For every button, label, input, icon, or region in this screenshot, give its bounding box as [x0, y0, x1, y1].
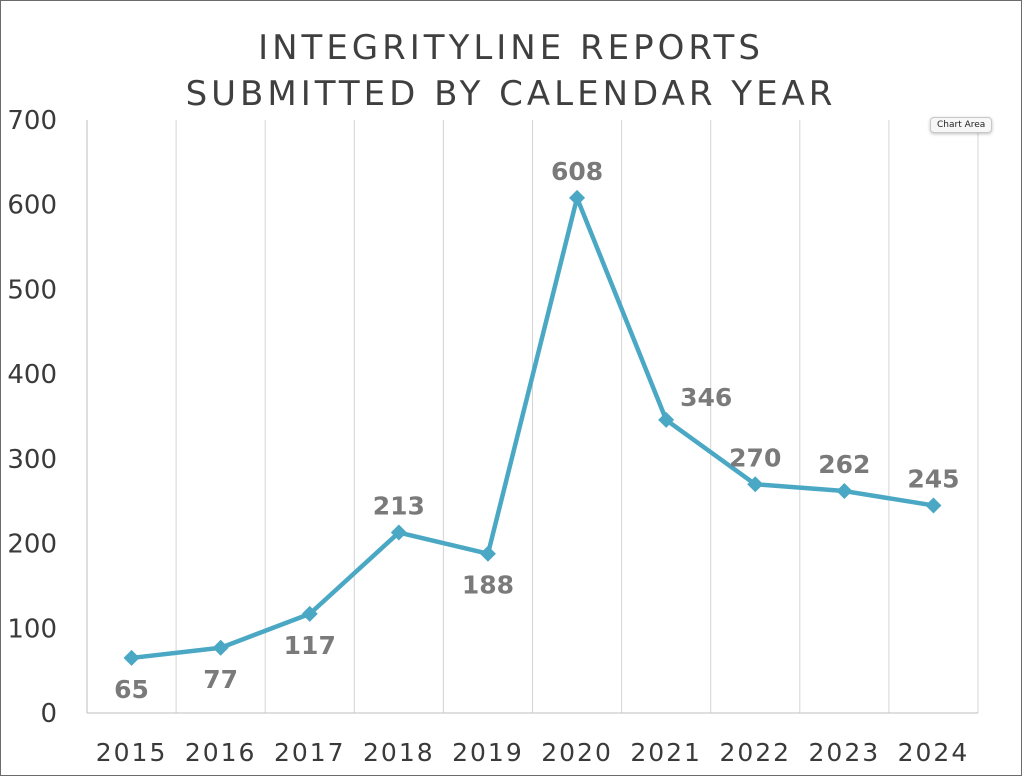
data-label: 346 — [680, 383, 732, 412]
data-label: 117 — [284, 631, 336, 660]
data-point-marker — [747, 476, 764, 493]
y-tick-label: 700 — [7, 106, 57, 136]
chart-title-line-1: INTEGRITYLINE REPORTS — [258, 28, 764, 68]
x-tick-label: 2023 — [809, 738, 881, 767]
series-line — [129, 195, 936, 661]
chart-title-line-2: SUBMITTED BY CALENDAR YEAR — [186, 74, 837, 114]
y-tick-label: 100 — [7, 614, 57, 644]
data-label: 262 — [818, 450, 870, 479]
x-tick-label: 2019 — [452, 738, 524, 767]
y-tick-label: 600 — [7, 191, 57, 221]
x-tick-label: 2016 — [185, 738, 257, 767]
data-label: 213 — [373, 492, 425, 521]
y-axis-tick-labels: 0 100 200 300 400 500 600 700 — [7, 106, 57, 729]
x-tick-label: 2020 — [541, 738, 613, 767]
data-point-marker — [301, 605, 318, 622]
data-point-marker — [212, 639, 229, 656]
data-markers — [123, 189, 942, 666]
data-point-marker — [390, 524, 407, 541]
chart-area-tooltip: Chart Area — [930, 117, 993, 133]
x-tick-label: 2022 — [719, 738, 791, 767]
data-label: 188 — [462, 571, 514, 600]
x-tick-label: 2018 — [363, 738, 435, 767]
data-label: 77 — [203, 665, 238, 694]
gridlines — [175, 120, 979, 713]
x-tick-label: 2024 — [898, 738, 970, 767]
x-tick-label: 2017 — [274, 738, 346, 767]
data-label: 608 — [551, 157, 603, 186]
data-point-marker — [479, 545, 496, 562]
series-reports — [129, 195, 936, 661]
data-point-marker — [123, 649, 140, 666]
data-label: 65 — [114, 675, 149, 704]
data-point-marker — [836, 483, 853, 500]
x-tick-label: 2015 — [96, 738, 168, 767]
x-tick-label: 2021 — [630, 738, 702, 767]
data-point-marker — [925, 497, 942, 514]
y-tick-label: 400 — [7, 360, 57, 390]
data-label: 245 — [907, 464, 959, 493]
x-axis-tick-labels: 2015 2016 2017 2018 2019 2020 2021 2022 2023 2024 — [96, 738, 970, 767]
y-tick-label: 200 — [7, 530, 57, 560]
data-point-marker — [569, 189, 586, 206]
y-tick-label: 500 — [7, 275, 57, 305]
y-tick-label: 300 — [7, 445, 57, 475]
data-point-marker — [658, 411, 675, 428]
axes — [86, 120, 978, 714]
y-tick-label: 0 — [40, 699, 57, 729]
data-labels: 65 77 117 213 188 608 346 270 262 245 — [114, 157, 959, 704]
data-label: 270 — [729, 443, 781, 472]
